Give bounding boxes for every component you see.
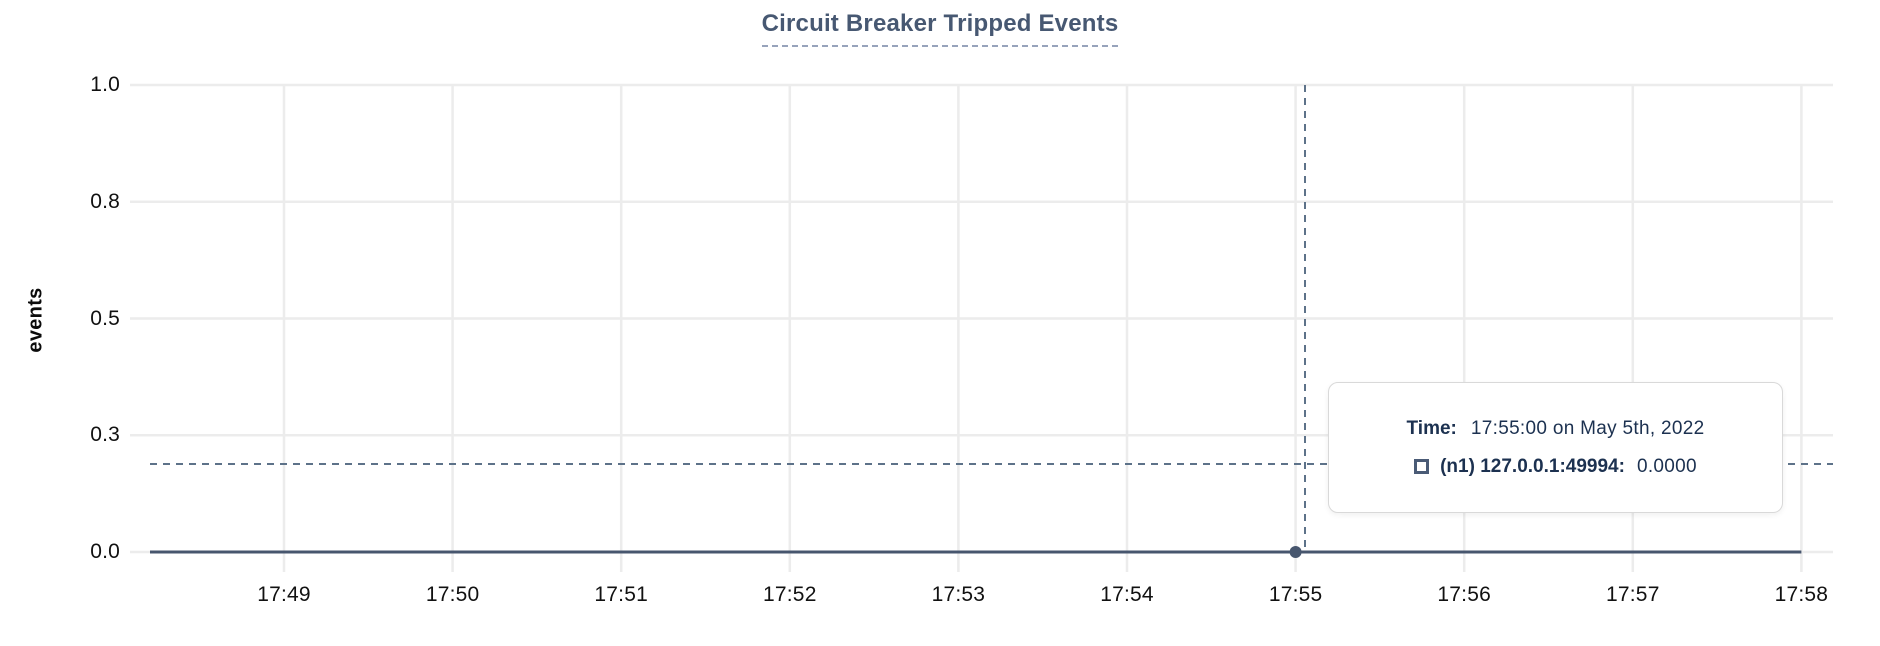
chart-tooltip: Time: 17:55:00 on May 5th, 2022 (n1) 127… — [1328, 382, 1783, 513]
y-tick-label: 0.5 — [90, 306, 120, 330]
y-tick-label: 0.8 — [90, 189, 120, 213]
x-tick-label: 17:51 — [594, 583, 648, 606]
x-tick-label: 17:52 — [763, 583, 817, 606]
y-tick-label: 1.0 — [90, 73, 120, 96]
y-tick-label: 0.0 — [90, 540, 120, 563]
tooltip-time-value: 17:55:00 on May 5th, 2022 — [1470, 417, 1705, 439]
x-tick-label: 17:56 — [1437, 583, 1491, 606]
x-tick-label: 17:54 — [1100, 583, 1154, 606]
chart-title-row: Circuit Breaker Tripped Events — [0, 10, 1880, 47]
x-tick-label: 17:49 — [257, 583, 311, 606]
x-tick-label: 17:55 — [1268, 583, 1323, 606]
hover-data-point[interactable] — [1289, 546, 1302, 558]
tooltip-time-row: Time: 17:55:00 on May 5th, 2022 — [1407, 418, 1705, 440]
tooltip-series-value: 0.0000 — [1636, 455, 1697, 477]
x-tick-label: 17:53 — [931, 583, 986, 606]
x-tick-label: 17:57 — [1606, 583, 1660, 606]
x-tick-label: 17:58 — [1774, 583, 1829, 606]
tooltip-series-label: (n1) 127.0.0.1:49994: — [1440, 455, 1625, 477]
tooltip-series-row: (n1) 127.0.0.1:49994: 0.0000 — [1414, 456, 1697, 478]
y-tick-label: 0.3 — [90, 423, 120, 447]
open-square-swatch-icon — [1414, 459, 1430, 474]
gridlines — [130, 83, 1833, 572]
x-tick-label: 17:50 — [425, 583, 480, 606]
tooltip-time-label: Time: — [1406, 417, 1457, 439]
chart-title[interactable]: Circuit Breaker Tripped Events — [761, 10, 1119, 47]
